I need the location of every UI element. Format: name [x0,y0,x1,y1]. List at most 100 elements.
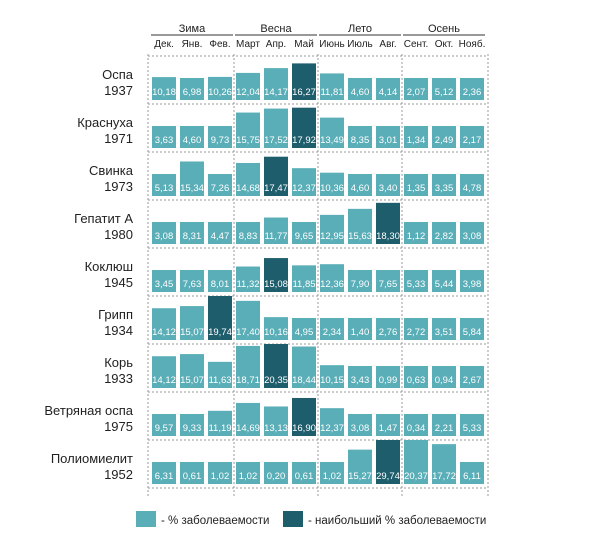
bar [460,270,484,292]
disease-name: Ветряная оспа [44,403,133,418]
bar-value-label: 10,15 [320,375,344,386]
bar-value-label: 0,61 [183,471,202,482]
bar-value-label: 4,78 [463,183,482,194]
bar [180,414,204,436]
bar-value-label: 2,82 [435,231,454,242]
month-header: Дек. Янв. Фев. Март Апр. Май Июнь Июль Авг. Сент.… [154,38,485,50]
bar-value-label: 8,83 [239,231,258,242]
bar [236,266,260,292]
bar [208,296,232,340]
bar [348,414,372,436]
month-label: Март [236,39,260,50]
disease-name: Коклюш [85,259,133,274]
bar-value-label: 3,01 [379,135,398,146]
bar [348,318,372,340]
bar-value-label: 10,18 [152,87,176,98]
bar [292,63,316,100]
bar-value-label: 14,12 [152,375,176,386]
disease-name: Краснуха [77,115,134,130]
bar [236,462,260,484]
bar [208,462,232,484]
bar-value-label: 14,17 [264,87,288,98]
disease-year: 1945 [104,275,133,290]
bar [376,270,400,292]
bar [432,444,456,484]
bar [236,162,260,196]
bar [320,172,344,196]
bar [152,270,176,292]
season-label: Весна [260,23,292,35]
disease-name: Корь [104,355,133,370]
bar-value-label: 1,02 [239,471,258,482]
bar [376,366,400,388]
bar-value-label: 12,04 [236,87,260,98]
bar [180,306,204,340]
bar [460,462,484,484]
bar [152,356,176,388]
disease-year: 1975 [104,419,133,434]
bar-value-label: 1,12 [407,231,426,242]
bar-value-label: 12,37 [292,183,316,194]
bar-value-label: 12,95 [320,231,344,242]
bar [180,161,204,196]
bar-value-label: 1,02 [211,471,230,482]
bar-value-label: 18,71 [236,375,260,386]
bar-value-label: 10,36 [320,183,344,194]
bar [404,440,428,484]
bar [264,156,288,196]
bar-value-label: 6,31 [155,471,174,482]
bar-value-label: 8,01 [211,279,230,290]
bar [236,345,260,388]
disease-year: 1937 [104,83,133,98]
disease-year: 1934 [104,323,133,338]
bar-value-label: 0,34 [407,423,426,434]
bar-value-label: 3,08 [155,231,174,242]
bar-value-label: 0,99 [379,375,398,386]
bar-value-label: 0,94 [435,375,454,386]
bar-value-label: 5,12 [435,87,454,98]
bar-value-label: 16,90 [292,423,316,434]
bar [376,440,400,484]
bar [348,78,372,100]
bar-value-label: 6,11 [463,471,481,482]
bar-value-label: 17,92 [292,135,316,146]
bar [264,317,288,340]
bar-value-label: 12,36 [320,279,344,290]
bar [264,344,288,388]
bar [432,174,456,196]
bar [432,126,456,148]
bar [264,217,288,244]
bar-value-label: 5,33 [407,279,426,290]
bar [208,222,232,244]
month-label: Окт. [435,39,454,50]
bar [292,462,316,484]
bar-value-label: 4,14 [379,87,398,98]
bar-value-label: 7,90 [351,279,370,290]
bar [264,68,288,100]
bar [460,78,484,100]
bar-value-label: 3,45 [155,279,174,290]
bar-value-label: 0,61 [295,471,314,482]
bar-value-label: 11,19 [208,423,231,434]
bar-value-label: 15,08 [264,279,288,290]
bar [320,117,344,148]
bar-value-label: 2,67 [463,375,482,386]
bar [460,414,484,436]
bar-value-label: 2,17 [463,135,482,146]
bar-value-label: 7,26 [211,183,230,194]
bar [236,112,260,148]
bar [264,108,288,148]
bar-value-label: 3,98 [463,279,482,290]
bar [320,318,344,340]
disease-name: Гепатит А [74,211,133,226]
bar-value-label: 4,95 [295,327,314,338]
bar-value-label: 9,65 [295,231,314,242]
bar [236,402,260,436]
month-label: Дек. [154,39,174,50]
legend-swatch [136,511,156,527]
bar [376,414,400,436]
bar-value-label: 2,07 [407,87,426,98]
bar-value-label: 14,12 [152,327,176,338]
